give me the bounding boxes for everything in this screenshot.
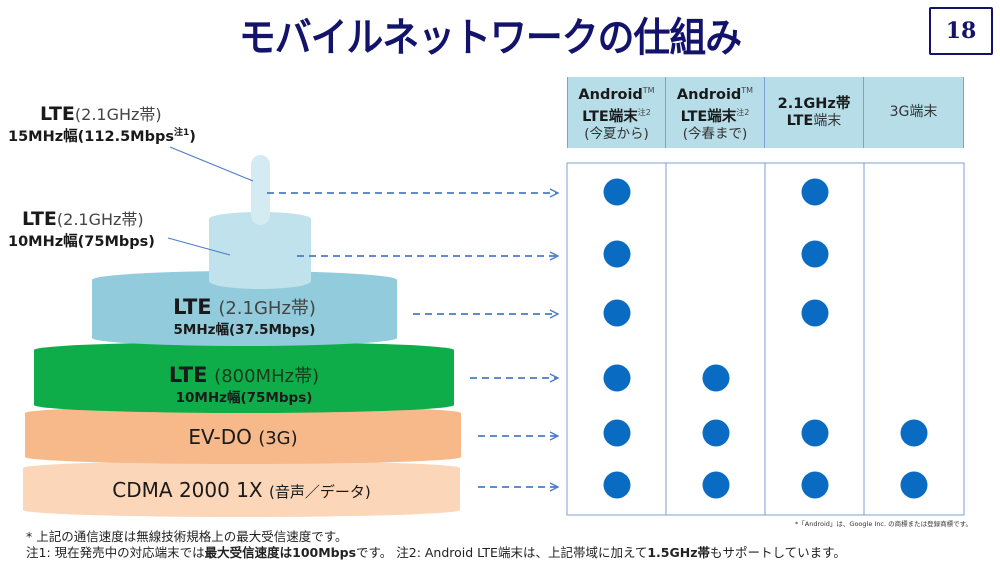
tier-name: LTE: [173, 295, 212, 319]
tier-band: (2.1GHz帯): [74, 105, 162, 124]
tier-lte-800: [34, 342, 454, 413]
support-dot: [900, 471, 928, 499]
support-dot: [801, 471, 829, 499]
tier-band: (800MHz帯): [214, 366, 320, 387]
tier-band: (2.1GHz帯): [218, 298, 316, 319]
tier-name: EV-DO: [188, 425, 252, 449]
footnote-bold: 最大受信速度は100Mbps: [204, 545, 357, 560]
footnote-bold: 1.5GHz帯: [647, 545, 710, 560]
tier-cdma: [23, 461, 460, 517]
support-dot: [603, 419, 631, 447]
tier-band: (音声／データ): [268, 483, 371, 501]
tier-band: (3G): [258, 428, 298, 449]
column-header-android-spring: AndroidTM LTE端末注2 (今春まで): [666, 77, 765, 148]
tier-name: LTE: [40, 103, 75, 125]
callout-line-15mhz: [169, 146, 254, 182]
header-line: LTE端末: [582, 108, 638, 125]
support-dot: [603, 299, 631, 327]
header-line: Android: [676, 87, 742, 103]
note-ref: 注2: [637, 108, 651, 117]
trademark-mark: TM: [642, 86, 655, 96]
header-line: Android: [578, 87, 643, 103]
tier-bandwidth: 5MHz幅(37.5Mbps): [173, 322, 316, 338]
header-line: LTE端末: [680, 108, 737, 125]
support-dot: [801, 178, 829, 206]
tier-name: LTE: [22, 208, 57, 230]
support-dots: [603, 178, 928, 499]
column-header-android-summer: AndroidTM LTE端末注2 (今夏から): [567, 77, 666, 148]
note-ref: 注1: [174, 128, 190, 139]
tier-bandwidth: 15MHz幅(112.5Mbps: [8, 129, 174, 145]
header-line: (今春まで): [682, 125, 748, 142]
tier-bandwidth: 10MHz幅(75Mbps): [175, 390, 313, 406]
tier-lte-15mhz: [251, 155, 270, 225]
trademark-note: *「Android」は、Google Inc. の商標または登録商標です。: [795, 520, 972, 528]
footnote-text: です。 注2: Android LTE端末は、上記帯域に加えて: [356, 545, 648, 560]
footnote-text: もサポートしています。: [709, 545, 846, 560]
column-header-21ghz-lte: 2.1GHz帯 LTE端末: [765, 77, 864, 148]
footnote-text: 注1: 現在発売中の対応端末では: [26, 545, 205, 560]
callout-line-10mhz: [167, 237, 231, 256]
support-dot: [900, 419, 928, 447]
tier-bandwidth-close: ): [189, 129, 196, 145]
label-lte-800: LTE (800MHz帯) 10MHz幅(75Mbps): [34, 362, 454, 407]
header-line: 3G端末: [889, 104, 938, 120]
footnote-1: * 上記の通信速度は無線技術規格上の最大受信速度です。: [26, 529, 348, 544]
label-lte-5mhz: LTE (2.1GHz帯) 5MHz幅(37.5Mbps): [92, 294, 397, 339]
page-title: モバイルネットワークの仕組み: [238, 15, 742, 61]
support-table-grid: [566, 162, 965, 516]
header-line: LTE: [786, 112, 814, 129]
page-number: 18: [929, 7, 993, 55]
support-dot: [603, 364, 631, 392]
support-dot: [702, 419, 730, 447]
support-dot: [801, 240, 829, 268]
footnote-2: 注1: 現在発売中の対応端末では最大受信速度は100Mbpsです。 注2: An…: [26, 542, 846, 561]
note-ref: 注2: [736, 108, 750, 117]
column-header-3g: 3G端末: [864, 77, 964, 148]
support-dot: [603, 471, 631, 499]
tier-band: (2.1GHz帯): [56, 210, 144, 229]
header-line: 端末: [813, 112, 842, 129]
support-dot: [801, 419, 829, 447]
tier-name: LTE: [168, 363, 208, 387]
support-dot: [702, 471, 730, 499]
trademark-mark: TM: [741, 86, 754, 96]
support-dot: [801, 299, 829, 327]
label-evdo: EV-DO (3G): [25, 424, 461, 452]
tier-bandwidth: 10MHz幅(75Mbps): [8, 234, 155, 250]
label-lte-10mhz: LTE(2.1GHz帯) 10MHz幅(75Mbps): [8, 206, 155, 251]
header-line: (今夏から): [584, 125, 649, 142]
header-line: 2.1GHz帯: [777, 95, 851, 112]
support-dot: [702, 364, 730, 392]
support-dot: [603, 178, 631, 206]
support-dot: [603, 240, 631, 268]
label-cdma: CDMA 2000 1X (音声／データ): [23, 477, 460, 505]
tier-name: CDMA 2000 1X: [112, 478, 263, 502]
tier-lte-10mhz: [209, 212, 311, 289]
label-lte-15mhz: LTE(2.1GHz帯) 15MHz幅(112.5Mbps注1): [8, 101, 196, 146]
